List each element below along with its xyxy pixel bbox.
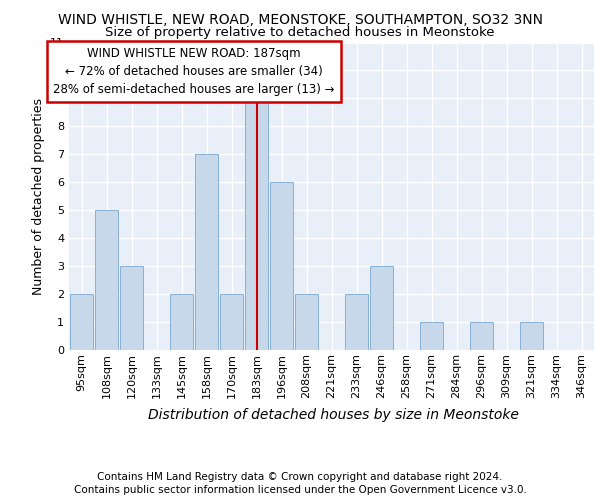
Bar (220, 294, 243, 350)
Bar (520, 322, 543, 350)
Bar (170, 294, 193, 350)
Bar (370, 266, 393, 350)
Bar (120, 266, 143, 350)
Bar (195, 154, 218, 350)
Bar (270, 182, 293, 350)
Bar (420, 322, 443, 350)
Text: Contains public sector information licensed under the Open Government Licence v3: Contains public sector information licen… (74, 485, 526, 495)
Bar (95, 210, 118, 350)
Bar (295, 294, 318, 350)
Text: Distribution of detached houses by size in Meonstoke: Distribution of detached houses by size … (148, 408, 518, 422)
Bar (70, 294, 93, 350)
Bar (245, 98, 268, 350)
Text: WIND WHISTLE NEW ROAD: 187sqm
← 72% of detached houses are smaller (34)
28% of s: WIND WHISTLE NEW ROAD: 187sqm ← 72% of d… (53, 46, 335, 96)
Y-axis label: Number of detached properties: Number of detached properties (32, 98, 44, 294)
Text: Size of property relative to detached houses in Meonstoke: Size of property relative to detached ho… (105, 26, 495, 39)
Bar (470, 322, 493, 350)
Text: Contains HM Land Registry data © Crown copyright and database right 2024.: Contains HM Land Registry data © Crown c… (97, 472, 503, 482)
Text: WIND WHISTLE, NEW ROAD, MEONSTOKE, SOUTHAMPTON, SO32 3NN: WIND WHISTLE, NEW ROAD, MEONSTOKE, SOUTH… (58, 12, 542, 26)
Bar (345, 294, 368, 350)
